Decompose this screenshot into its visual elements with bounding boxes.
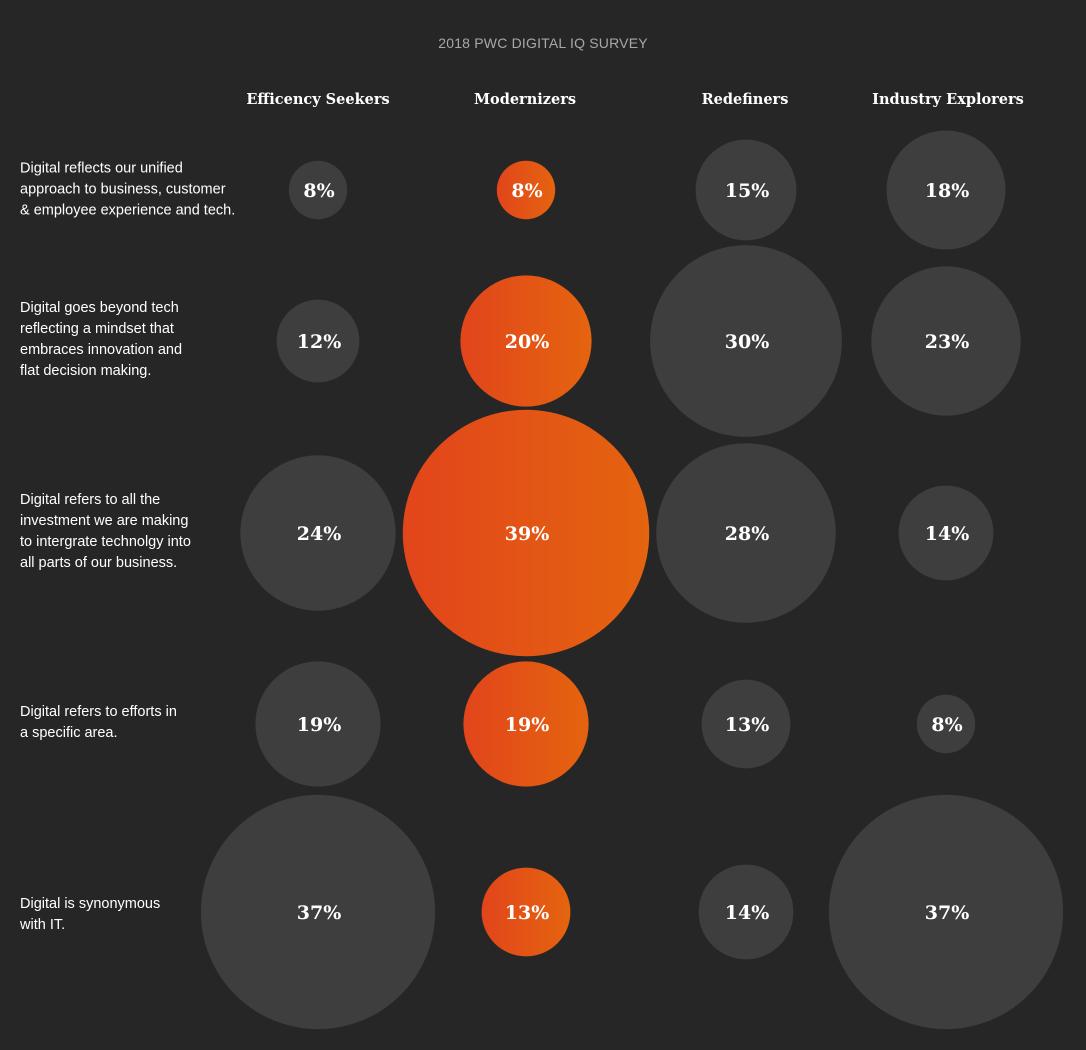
bubble-industry-explorers-row-3	[898, 485, 994, 581]
bubble-redefiners-row-4	[701, 679, 791, 769]
bubble-redefiners-row-2	[650, 245, 842, 437]
bubble-value-label: 13%	[505, 902, 550, 924]
row-label-synonymous-it: Digital is synonymous with IT.	[20, 896, 161, 933]
bubble-redefiners-row-5	[698, 864, 794, 960]
row-label-unified-approach: Digital reflects our unified approach to…	[20, 160, 236, 219]
bubble-modernizers-row-4	[463, 661, 589, 787]
bubble-industry-explorers-row-2	[871, 266, 1021, 416]
bubble-industry-explorers-row-5	[828, 794, 1064, 1030]
column-header-modernizers: Modernizers	[473, 91, 577, 108]
bubble-value-label: 8%	[511, 180, 542, 202]
bubble-value-label: 39%	[505, 523, 550, 545]
bubble-value-label: 12%	[297, 331, 342, 353]
bubble-value-label: 8%	[931, 714, 962, 736]
bubble-value-label: 37%	[297, 902, 342, 924]
bubble-modernizers-row-5	[481, 867, 571, 957]
bubble-value-label: 8%	[303, 180, 334, 202]
bubble-modernizers-row-1	[496, 160, 556, 220]
bubble-value-label: 23%	[925, 331, 970, 353]
bubble-value-label: 14%	[925, 523, 970, 545]
bubble-value-label: 14%	[725, 902, 770, 924]
bubble-modernizers-row-2	[460, 275, 592, 407]
column-header-industry-explorers: Industry Explorers	[872, 91, 1024, 108]
bubble-redefiners-row-1	[695, 139, 797, 241]
row-label-beyond-tech: Digital goes beyond tech reflecting a mi…	[20, 300, 183, 379]
bubble-efficency-seekers-row-3	[240, 455, 396, 611]
bubble-efficency-seekers-row-2	[276, 299, 360, 383]
bubble-value-label: 20%	[505, 331, 550, 353]
bubble-efficency-seekers-row-4	[255, 661, 381, 787]
bubble-value-label: 19%	[297, 714, 342, 736]
bubble-value-label: 19%	[505, 714, 550, 736]
bubble-efficency-seekers-row-1	[288, 160, 348, 220]
bubble-industry-explorers-row-1	[886, 130, 1006, 250]
bubble-value-label: 37%	[925, 902, 970, 924]
row-label-specific-area: Digital refers to efforts in a specific …	[20, 704, 177, 741]
bubble-redefiners-row-3	[656, 443, 836, 623]
bubble-value-label: 13%	[725, 714, 770, 736]
bubble-value-label: 28%	[725, 523, 770, 545]
bubble-value-label: 18%	[925, 180, 970, 202]
row-label-all-investment: Digital refers to all the investment we …	[20, 492, 191, 571]
bubble-efficency-seekers-row-5	[200, 794, 436, 1030]
bubble-modernizers-row-3	[402, 409, 650, 657]
bubble-value-label: 24%	[297, 523, 342, 545]
column-header-efficency-seekers: Efficency Seekers	[246, 91, 390, 108]
bubble-industry-explorers-row-4	[916, 694, 976, 754]
bubble-value-label: 30%	[725, 331, 770, 353]
chart-title: 2018 PWC DIGITAL IQ SURVEY	[438, 35, 648, 51]
column-header-redefiners: Redefiners	[701, 91, 789, 108]
bubble-value-label: 15%	[725, 180, 770, 202]
